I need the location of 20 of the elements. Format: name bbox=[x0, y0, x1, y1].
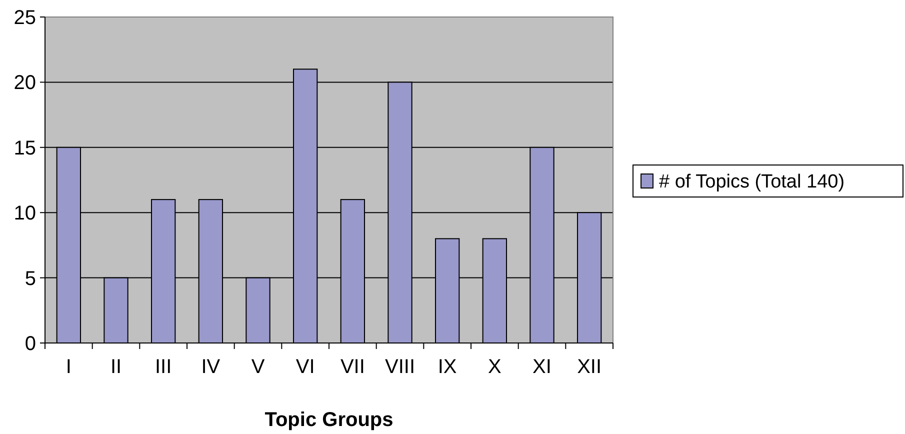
x-tick-label: XII bbox=[577, 356, 602, 378]
x-tick-label: III bbox=[154, 356, 172, 378]
x-axis-title: Topic Groups bbox=[264, 409, 394, 431]
x-tick-label: VI bbox=[296, 356, 315, 378]
y-tick-label: 20 bbox=[14, 72, 36, 94]
x-tick-label: I bbox=[66, 356, 72, 378]
y-tick-label: 25 bbox=[14, 7, 36, 29]
legend-label: # of Topics (Total 140) bbox=[659, 172, 845, 193]
x-tick-label: VII bbox=[340, 356, 365, 378]
x-tick-label: V bbox=[251, 356, 266, 378]
y-tick-label: 15 bbox=[14, 137, 36, 160]
x-tick-label: IV bbox=[201, 356, 221, 378]
x-tick-label: VIII bbox=[384, 356, 416, 378]
x-tick-label: XI bbox=[532, 356, 552, 378]
x-tick-label: II bbox=[110, 356, 122, 378]
y-tick-label: 5 bbox=[24, 268, 36, 290]
x-tick-label: IX bbox=[438, 356, 457, 378]
y-tick-label: 10 bbox=[14, 202, 36, 225]
y-tick-label: 0 bbox=[24, 333, 36, 355]
x-tick-label: X bbox=[488, 356, 502, 378]
